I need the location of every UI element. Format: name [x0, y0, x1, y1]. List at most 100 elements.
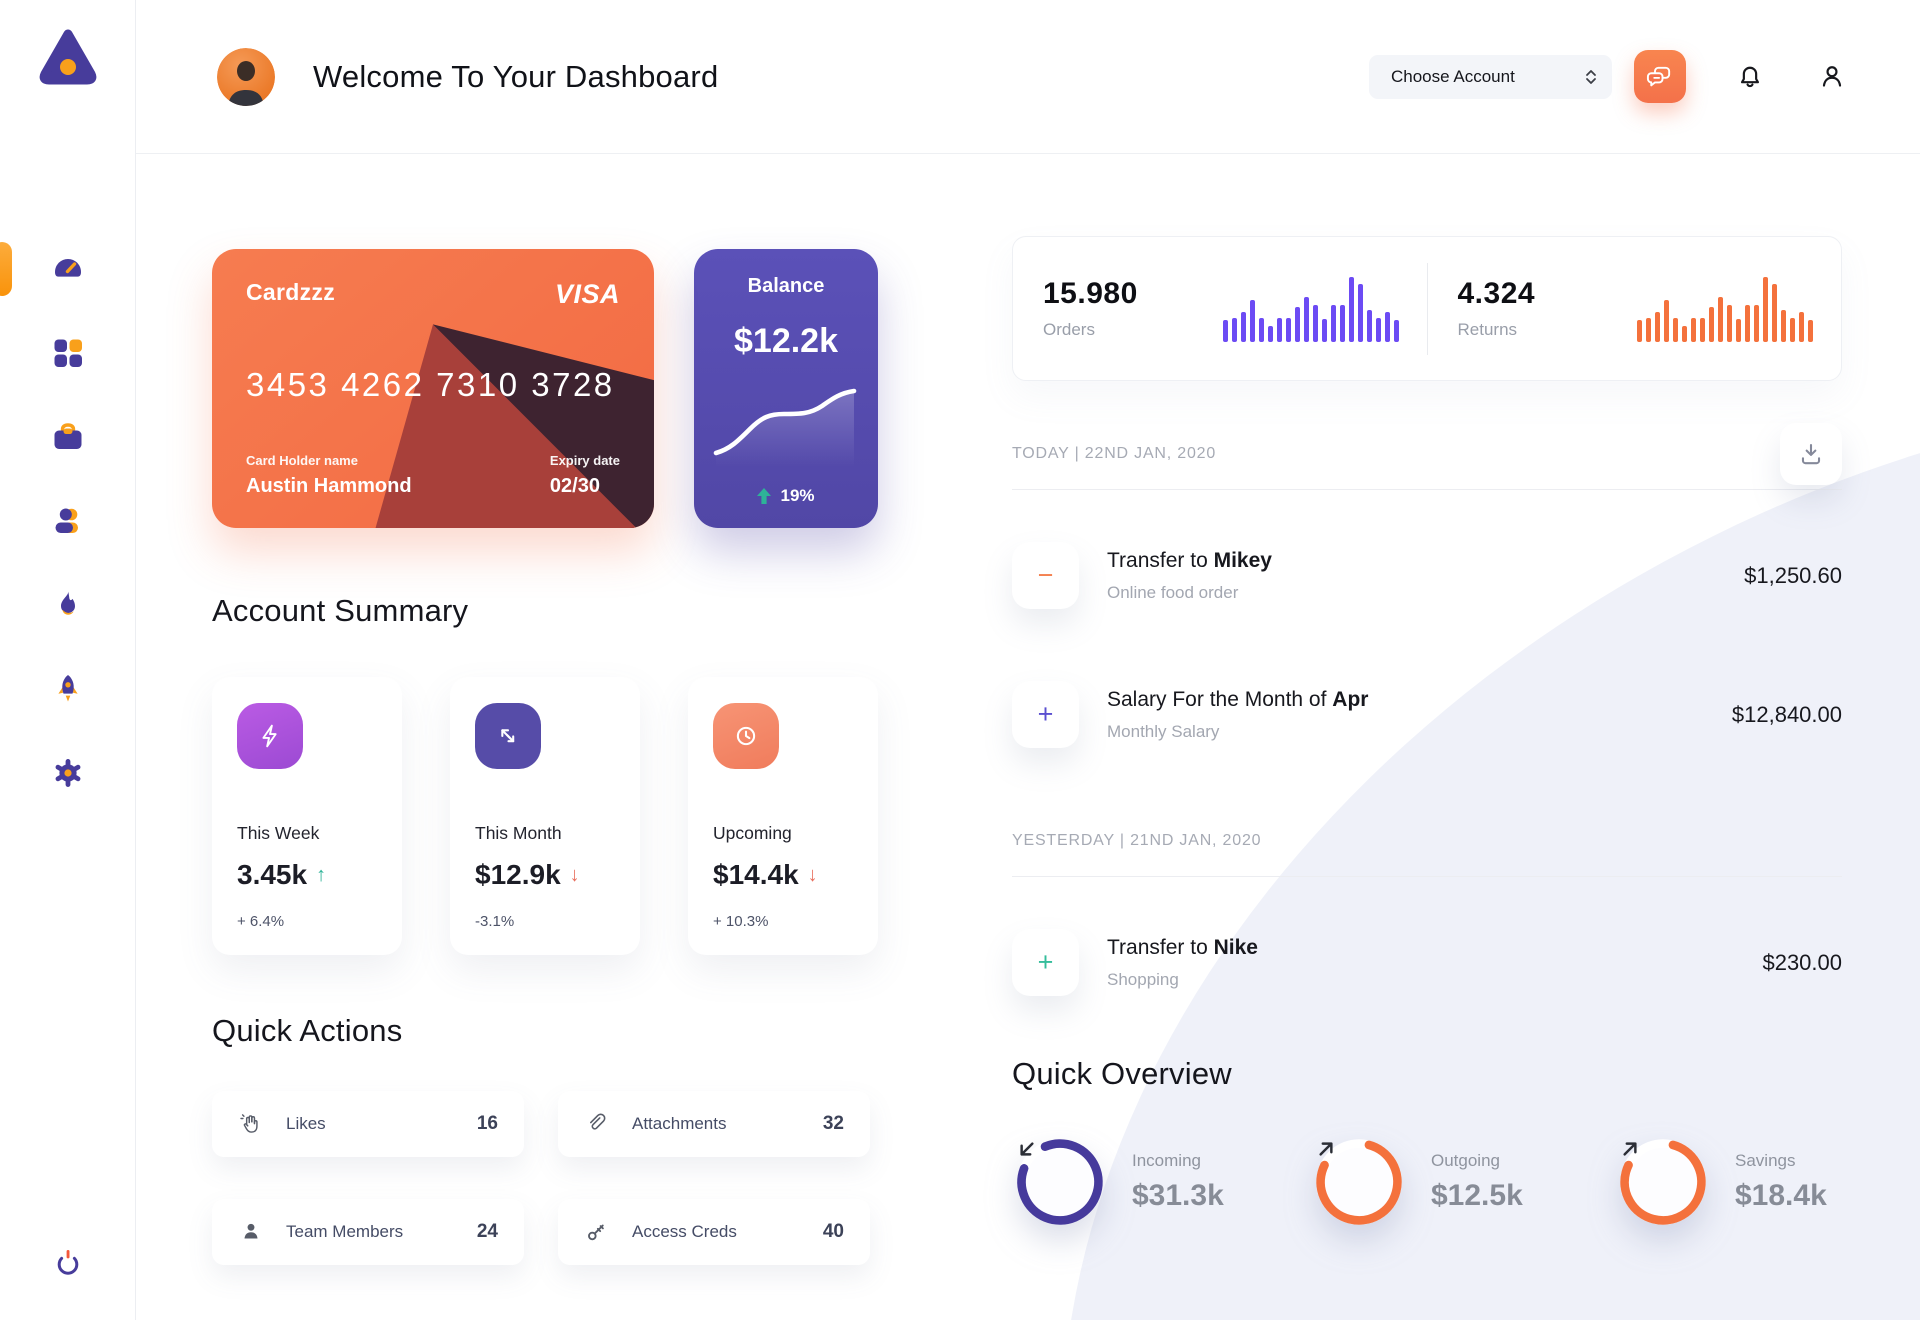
chart-bar [1339, 304, 1345, 342]
notifications-button[interactable] [1732, 59, 1768, 95]
action-count: 24 [476, 1221, 498, 1242]
user-avatar[interactable] [217, 47, 275, 106]
main-content: Cardzzz VISA 3453 4262 7310 3728 Card Ho… [135, 154, 1920, 1320]
minus-icon: − [1037, 560, 1054, 590]
summary-card-upcoming: Upcoming $14.4k ↓ + 10.3% [688, 677, 878, 955]
member-icon [244, 1223, 258, 1239]
topbar: Welcome To Your Dashboard Choose Account [135, 0, 1920, 154]
chart-bar [1700, 317, 1705, 342]
chart-bar [1249, 299, 1255, 342]
transaction-row[interactable]: + Transfer to Nike Shopping $230.00 [1012, 929, 1842, 996]
summary-label: This Week [237, 823, 320, 843]
balance-label: Balance [747, 275, 825, 297]
chart-bar [1303, 296, 1309, 342]
orders-label: Orders [1043, 320, 1095, 339]
action-label: Team Members [286, 1222, 404, 1241]
returns-value: 4.324 [1457, 277, 1536, 310]
overview-label: Incoming [1132, 1151, 1201, 1170]
chart-bar [1781, 309, 1786, 342]
chart-bar [1745, 304, 1750, 342]
transaction-sign-badge: + [1012, 929, 1079, 996]
left-column: Cardzzz VISA 3453 4262 7310 3728 Card Ho… [212, 249, 878, 1265]
sidebar-item-apps[interactable] [0, 324, 135, 382]
arrow-up-icon [757, 488, 772, 504]
visa-logo: VISA [554, 279, 620, 309]
summary-value: $14.4k [713, 859, 799, 890]
transaction-sign-badge: − [1012, 542, 1079, 609]
arrow-up-right-icon [1319, 1142, 1333, 1156]
divider [1012, 489, 1842, 490]
overview-item-savings: Savings $18.4k [1615, 1134, 1842, 1230]
lightning-icon [262, 724, 277, 748]
overview-item-outgoing: Outgoing $12.5k [1311, 1134, 1615, 1230]
divider [1012, 876, 1842, 877]
chart-bar [1375, 318, 1381, 342]
flame-icon [60, 591, 75, 615]
card-holder-name: Austin Hammond [246, 475, 412, 497]
chart-bar [1790, 318, 1795, 342]
chart-bar [1312, 304, 1318, 342]
trend-up-icon: ↑ [316, 863, 327, 886]
transaction-subtitle: Monthly Salary [1107, 721, 1220, 741]
balance-card: Balance $12.2k 19% [694, 249, 878, 528]
sidebar-item-trending[interactable] [0, 576, 135, 634]
user-icon [1822, 65, 1842, 87]
wave-hand-icon [240, 1114, 258, 1133]
card-name: Cardzzz [246, 279, 336, 305]
transaction-amount: $230.00 [1762, 949, 1842, 975]
orders-stat: 15.980 Orders [1013, 237, 1427, 380]
download-button[interactable] [1780, 423, 1842, 485]
triangle-logo-icon [39, 29, 96, 85]
account-select[interactable]: Choose Account [1369, 54, 1612, 99]
summary-card-this-week: This Week 3.45k ↑ + 6.4% [212, 677, 402, 955]
logout-button[interactable] [50, 1244, 86, 1280]
chart-bar [1772, 284, 1777, 342]
summary-value: 3.45k [237, 859, 308, 890]
savings-progress-ring [1615, 1134, 1711, 1230]
overview-item-incoming: Incoming $31.3k [1012, 1134, 1311, 1230]
chart-bar [1393, 319, 1399, 342]
transactions-date-yesterday: YESTERDAY | 21ND JAN, 2020 [1012, 832, 1262, 849]
transaction-subtitle: Shopping [1107, 969, 1179, 989]
trend-down-icon: ↓ [569, 863, 580, 886]
overview-value: $31.3k [1132, 1179, 1224, 1212]
topbar-actions: Choose Account [1369, 50, 1850, 103]
download-icon [1801, 443, 1821, 465]
action-tile-team-members[interactable]: Team Members 24 [212, 1199, 524, 1265]
sidebar-item-launch[interactable] [0, 660, 135, 718]
profile-button[interactable] [1814, 59, 1850, 95]
app-logo[interactable] [36, 26, 100, 90]
sidebar-item-settings[interactable] [0, 744, 135, 802]
account-summary-title: Account Summary [212, 593, 469, 628]
chart-bar [1754, 304, 1759, 342]
chart-bar [1727, 304, 1732, 342]
divider [1426, 262, 1428, 355]
gear-icon [55, 759, 80, 787]
rocket-icon [57, 675, 78, 702]
summary-delta: -3.1% [475, 913, 515, 930]
transaction-row[interactable]: − Transfer to Mikey Online food order $1… [1012, 542, 1842, 609]
chart-bar [1231, 317, 1237, 342]
chart-bar [1384, 312, 1390, 342]
sidebar-item-members[interactable] [0, 492, 135, 550]
transaction-row[interactable]: + Salary For the Month of Apr Monthly Sa… [1012, 681, 1842, 748]
action-tile-likes[interactable]: Likes 16 [212, 1091, 524, 1157]
card-holder-label: Card Holder name [246, 453, 358, 468]
sidebar [0, 0, 136, 1320]
bell-icon [1740, 66, 1760, 87]
chart-bar [1736, 319, 1741, 342]
incoming-progress-ring [1012, 1134, 1108, 1230]
sidebar-item-work[interactable] [0, 408, 135, 466]
action-tile-attachments[interactable]: Attachments 32 [558, 1091, 870, 1157]
overview-label: Outgoing [1431, 1151, 1500, 1170]
transactions-date-today: TODAY | 22ND JAN, 2020 [1012, 445, 1217, 462]
orders-bar-chart [1222, 276, 1399, 342]
sidebar-item-dashboard[interactable] [0, 240, 135, 298]
action-tile-access-creds[interactable]: Access Creds 40 [558, 1199, 870, 1265]
chat-button[interactable] [1634, 50, 1686, 103]
returns-bar-chart [1637, 276, 1813, 342]
chart-bar [1718, 296, 1723, 342]
chart-bar [1691, 317, 1696, 342]
cards-row: Cardzzz VISA 3453 4262 7310 3728 Card Ho… [212, 249, 878, 528]
